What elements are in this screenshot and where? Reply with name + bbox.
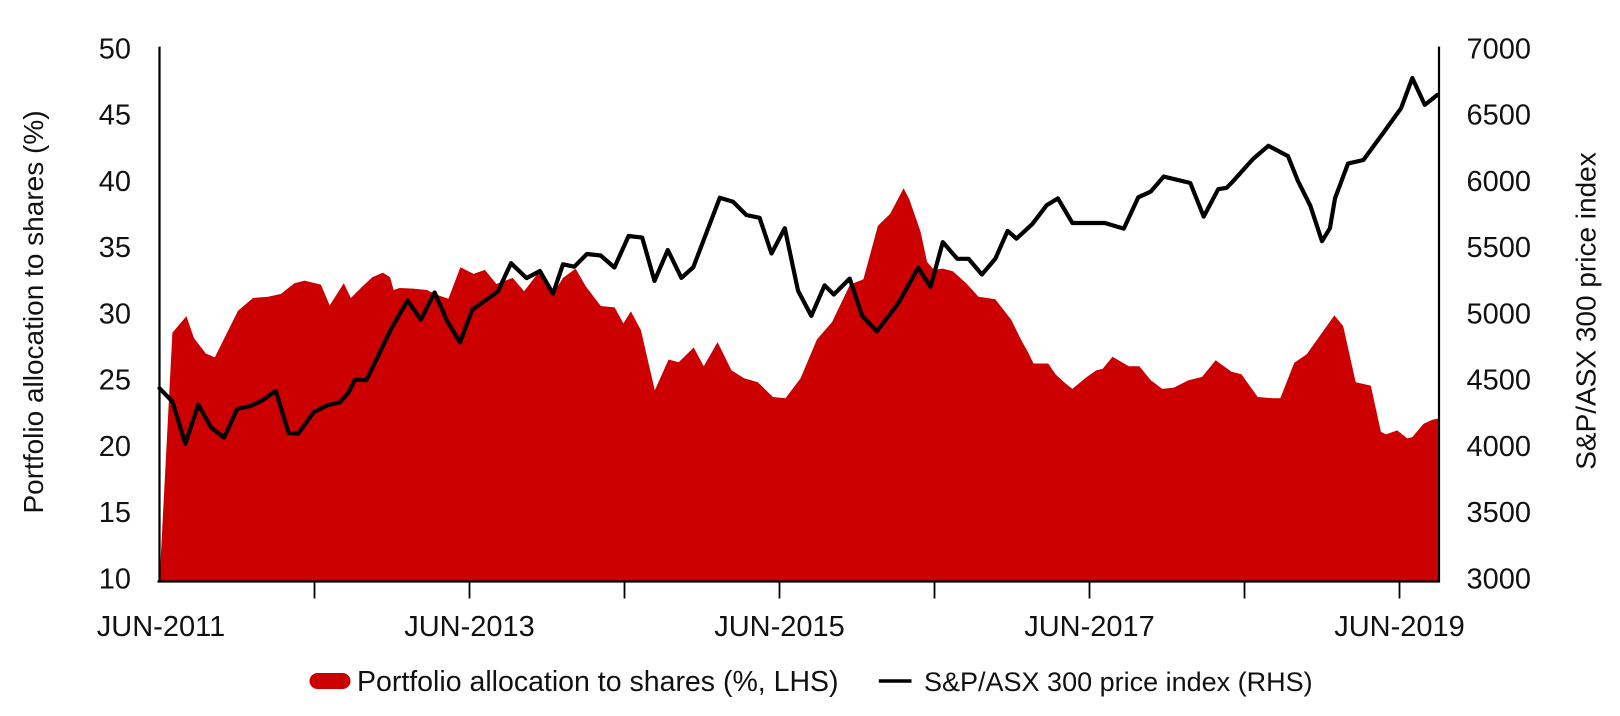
svg-text:6500: 6500 [1467,100,1532,132]
svg-text:3000: 3000 [1467,563,1532,595]
svg-text:15: 15 [99,497,131,529]
svg-text:50: 50 [99,33,131,65]
svg-text:4500: 4500 [1467,365,1532,397]
svg-text:7000: 7000 [1467,33,1532,65]
svg-text:JUN-2013: JUN-2013 [404,611,535,643]
svg-text:10: 10 [99,563,131,595]
svg-text:30: 30 [99,298,131,330]
svg-text:6000: 6000 [1467,166,1532,198]
svg-text:Portfolio allocation to shares: Portfolio allocation to shares (%, LHS) [357,666,839,698]
svg-text:JUN-2019: JUN-2019 [1334,611,1465,643]
svg-text:Portfolio allocation to shares: Portfolio allocation to shares (%) [18,110,49,513]
svg-text:JUN-2011: JUN-2011 [97,611,225,643]
svg-text:4000: 4000 [1467,431,1532,463]
svg-text:20: 20 [99,431,131,463]
svg-text:40: 40 [99,166,131,198]
svg-text:JUN-2017: JUN-2017 [1024,611,1155,643]
svg-text:5500: 5500 [1467,232,1532,264]
svg-text:JUN-2015: JUN-2015 [714,611,845,643]
svg-text:S&P/ASX 300 price index: S&P/ASX 300 price index [1571,152,1602,470]
svg-text:3500: 3500 [1467,497,1532,529]
svg-text:5000: 5000 [1467,298,1532,330]
svg-text:S&P/ASX 300 price index (RHS): S&P/ASX 300 price index (RHS) [924,667,1313,697]
svg-text:45: 45 [99,100,131,132]
svg-text:35: 35 [99,232,131,264]
svg-text:25: 25 [99,365,131,397]
